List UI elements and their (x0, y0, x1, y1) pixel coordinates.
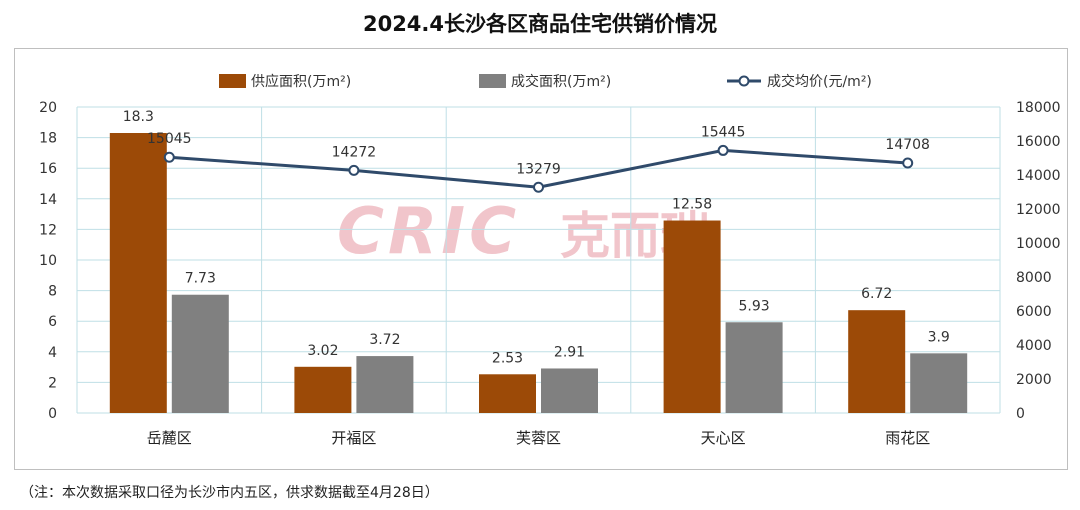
label-price: 13279 (516, 161, 561, 177)
legend-swatch-supply (219, 74, 246, 88)
price-point (348, 164, 360, 176)
price-point (902, 157, 914, 169)
chart-frame: CRIC 克而瑞 0 2 4 6 8 10 12 14 16 18 20 0 2000 4000 6000 80… (14, 48, 1068, 470)
axes: 0 2 4 6 8 10 12 14 16 18 20 0 2000 4000 6000 8000 10000 1… (39, 100, 1060, 447)
y-left-tick: 10 (39, 253, 57, 269)
y-left-tick: 18 (39, 131, 57, 147)
bar-deal (541, 368, 598, 413)
bar-supply (663, 220, 721, 413)
y-right-tick: 12000 (1016, 202, 1061, 218)
bar-supply (479, 374, 536, 413)
y-right-tick: 6000 (1016, 304, 1052, 320)
label-deal: 3.72 (369, 332, 400, 348)
grid (76, 106, 1001, 414)
y-left-tick: 20 (39, 100, 57, 116)
y-left-tick: 16 (39, 161, 57, 177)
x-tick-label: 开福区 (331, 429, 376, 447)
label-price: 15445 (701, 124, 746, 140)
y-right-tick: 18000 (1016, 100, 1061, 116)
y-right-tick: 16000 (1016, 134, 1061, 150)
y-left-tick: 2 (48, 375, 57, 391)
price-point (163, 151, 175, 163)
watermark: CRIC 克而瑞 (337, 195, 710, 269)
legend: 供应面积(万m²) 成交面积(万m²) 成交均价(元/m²) (219, 73, 872, 90)
label-price: 14272 (332, 144, 377, 160)
y-left-tick: 4 (48, 345, 57, 361)
label-deal: 7.73 (185, 271, 216, 287)
label-supply: 6.72 (861, 286, 892, 302)
chart-canvas: CRIC 克而瑞 0 2 4 6 8 10 12 14 16 18 20 0 2000 4000 6000 80… (39, 73, 1060, 447)
label-supply: 3.02 (307, 343, 338, 359)
label-deal: 2.91 (554, 344, 585, 360)
x-tick-label: 岳麓区 (147, 429, 192, 447)
x-tick-label: 天心区 (701, 429, 746, 447)
price-point (717, 144, 729, 156)
chart-title: 2024.4长沙各区商品住宅供销价情况 (362, 12, 718, 36)
bar-deal (171, 294, 229, 413)
x-tick-label: 雨花区 (885, 429, 930, 447)
y-left-tick: 8 (48, 284, 57, 300)
price-line (163, 144, 914, 193)
legend-marker-price (738, 75, 750, 87)
label-deal: 5.93 (739, 298, 770, 314)
bar-deal (725, 322, 783, 413)
y-left-tick: 6 (48, 314, 57, 330)
label-supply: 2.53 (492, 350, 523, 366)
label-supply: 18.3 (123, 109, 154, 125)
y-left-tick: 0 (48, 406, 57, 422)
bar-deal (910, 353, 968, 413)
footnote: （注：本次数据采取口径为长沙市内五区，供求数据截至4月28日） (20, 485, 439, 501)
bar-deal (356, 356, 414, 413)
y-left-tick: 12 (39, 222, 57, 238)
data-labels: 18.3 7.73 3.02 3.72 2.53 2.91 12.58 5.93 6.72 3.9… (123, 109, 950, 366)
y-right-tick: 0 (1016, 406, 1025, 422)
legend-swatch-deal (479, 74, 506, 88)
y-left-tick: 14 (39, 192, 57, 208)
label-price: 14708 (885, 137, 930, 153)
price-point (533, 181, 544, 193)
bar-supply (109, 133, 167, 413)
label-deal: 3.9 (928, 329, 950, 345)
legend-label-price: 成交均价(元/m²) (767, 73, 872, 90)
y-right-tick: 4000 (1016, 338, 1052, 354)
x-tick-label: 芙蓉区 (516, 429, 561, 447)
label-price: 15045 (147, 131, 192, 147)
label-supply: 12.58 (672, 197, 712, 213)
y-right-tick: 8000 (1016, 270, 1052, 286)
y-right-tick: 10000 (1016, 236, 1061, 252)
bars (109, 133, 968, 413)
legend-label-deal: 成交面积(万m²) (511, 73, 611, 90)
y-right-tick: 2000 (1016, 372, 1052, 388)
watermark-cric: CRIC (337, 195, 520, 269)
legend-label-supply: 供应面积(万m²) (251, 73, 351, 90)
bar-supply (848, 310, 906, 413)
y-right-tick: 14000 (1016, 168, 1061, 184)
bar-supply (294, 366, 352, 413)
